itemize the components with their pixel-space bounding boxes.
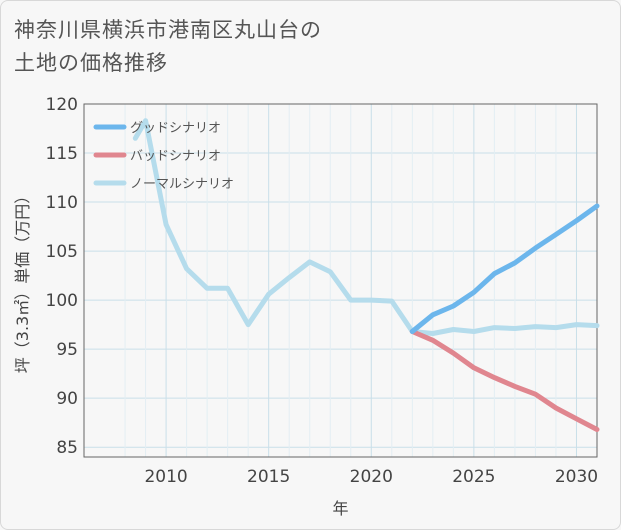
legend-label: バッドシナリオ (130, 149, 221, 164)
y-axis-title: 坪（3.3㎡）単価（万円） (13, 188, 32, 373)
x-tick-label: 2030 (555, 467, 598, 487)
x-tick-label: 2010 (144, 467, 187, 487)
chart-title: 神奈川県横浜市港南区丸山台の 土地の価格推移 (14, 14, 322, 80)
y-tick-label: 95 (56, 340, 78, 360)
y-tick-label: 85 (56, 438, 78, 458)
y-tick-label: 90 (56, 389, 78, 409)
series-line-1 (409, 329, 600, 432)
x-axis-title: 年 (332, 499, 348, 518)
plot-area (83, 103, 598, 458)
series-layer (132, 118, 600, 432)
y-tick-label: 110 (46, 193, 78, 213)
legend-label: ノーマルシナリオ (130, 177, 234, 192)
tick-labels: 85 90 95 100 105 110 115 120 2010 2015 2020 2025 203… (46, 95, 599, 487)
x-tick-label: 2020 (350, 467, 393, 487)
chart-title-line-1: 神奈川県横浜市港南区丸山台の (14, 18, 322, 42)
y-tick-label: 105 (46, 242, 78, 262)
x-tick-label: 2025 (452, 467, 495, 487)
series-line-2 (132, 118, 600, 336)
y-tick-label: 115 (46, 144, 78, 164)
chart-title-line-2: 土地の価格推移 (14, 51, 168, 75)
y-tick-label: 120 (46, 95, 78, 115)
y-tick-label: 100 (46, 291, 78, 311)
legend-label: グッドシナリオ (130, 121, 221, 136)
series-line-0 (409, 203, 600, 334)
x-tick-label: 2015 (247, 467, 290, 487)
